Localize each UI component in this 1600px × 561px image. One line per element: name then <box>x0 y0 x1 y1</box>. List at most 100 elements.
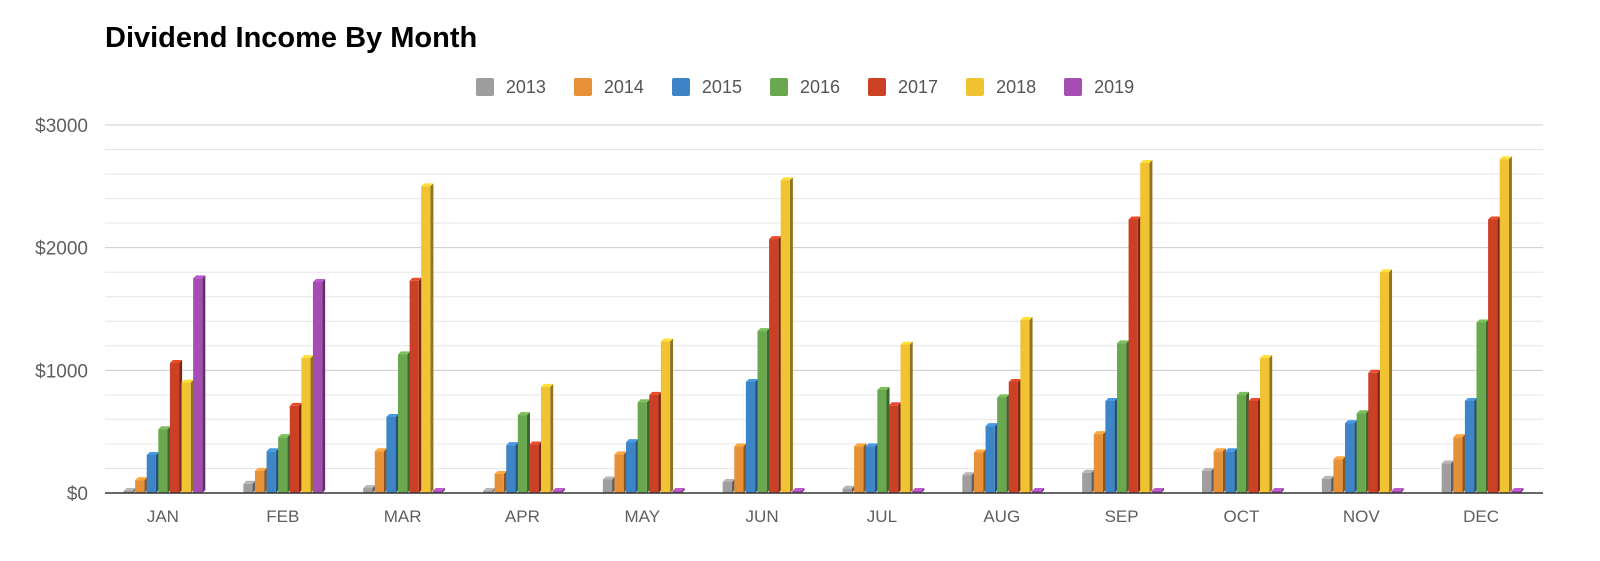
bar-top <box>135 477 148 481</box>
bar <box>135 477 148 493</box>
legend-label: 2015 <box>701 76 742 97</box>
bar-top <box>374 448 387 452</box>
bar-side <box>1006 394 1010 493</box>
bar-side <box>550 383 554 493</box>
bar-top <box>1441 460 1454 464</box>
bar-front <box>973 452 984 493</box>
bar-group-jun <box>722 177 805 493</box>
bar-front <box>1356 413 1366 493</box>
bar-top <box>997 394 1010 398</box>
bar <box>912 488 925 493</box>
bar-group-nov <box>1321 269 1404 493</box>
bar-front <box>386 416 396 493</box>
bar <box>1031 488 1045 493</box>
legend-swatch <box>769 78 788 96</box>
bar-side <box>1331 475 1335 493</box>
bar-top <box>1391 488 1404 491</box>
bar-top <box>266 448 279 452</box>
legend-item-2013: 2013 <box>475 76 546 98</box>
bar-group-oct <box>1202 355 1284 493</box>
bar <box>722 478 735 493</box>
legend-item-2019: 2019 <box>1064 77 1134 98</box>
bar-side <box>167 426 171 493</box>
bar <box>483 488 496 493</box>
x-tick-label: MAR <box>384 507 422 526</box>
bar-side <box>275 448 279 493</box>
bar-front <box>780 180 790 493</box>
bar-front <box>769 239 779 493</box>
bar <box>432 488 445 493</box>
bar-front <box>649 394 659 493</box>
bar <box>1140 160 1153 493</box>
bar-top <box>529 441 542 445</box>
bar-front <box>1333 459 1343 493</box>
bar <box>529 441 542 493</box>
bar-front <box>997 397 1007 493</box>
bar-front <box>614 454 624 493</box>
bar-side <box>395 413 399 493</box>
bar-side <box>1497 216 1501 493</box>
bar-side <box>527 412 531 493</box>
bar-top <box>181 379 194 383</box>
bar <box>1321 475 1335 493</box>
bar-front <box>1151 491 1161 493</box>
bar-side <box>1017 378 1021 493</box>
bar-side <box>1102 431 1106 493</box>
bar-front <box>483 491 493 493</box>
x-tick-label: JUL <box>867 507 897 526</box>
bar-group-dec <box>1441 156 1524 493</box>
bar-side <box>1114 398 1118 493</box>
bar <box>243 480 256 493</box>
bar-group-aug <box>962 317 1045 493</box>
bar-front <box>734 446 744 493</box>
bar-top <box>301 355 314 359</box>
bar-top <box>637 399 650 403</box>
bar-top <box>962 472 975 476</box>
bar-side <box>515 442 519 493</box>
y-tick-label: $0 <box>67 484 88 505</box>
bar-top <box>626 439 639 443</box>
bar-front <box>854 446 864 493</box>
legend-label: 2013 <box>505 76 546 97</box>
bar <box>792 488 805 493</box>
bar <box>254 467 268 493</box>
bar-side <box>1029 317 1033 493</box>
bar-top <box>854 443 867 447</box>
bar-side <box>1269 355 1273 493</box>
bar-top <box>1476 319 1489 323</box>
bar-side <box>190 379 194 493</box>
bar <box>1476 319 1489 493</box>
bar-side <box>1137 216 1141 493</box>
bar-top <box>1356 410 1369 414</box>
bar-front <box>672 491 682 493</box>
legend-label: 2019 <box>1094 76 1135 97</box>
bar-side <box>1450 460 1454 493</box>
bar <box>1368 369 1381 493</box>
bar-side <box>144 477 148 493</box>
bar-side <box>1462 434 1466 493</box>
bar-side <box>1222 448 1226 493</box>
bar-front <box>1105 401 1115 493</box>
bar-front <box>254 470 265 493</box>
bar-top <box>1333 456 1346 460</box>
bar <box>397 351 411 493</box>
bar-front <box>1128 219 1138 493</box>
bar <box>1379 269 1393 493</box>
bar-top <box>1236 391 1250 395</box>
chart-legend: 2013 2014 2015 2016 2017 2018 2019 <box>0 72 1600 102</box>
bar-top <box>888 402 902 406</box>
bar <box>1116 340 1130 493</box>
bar-top <box>877 386 890 390</box>
bar-top <box>254 467 268 471</box>
bar-side <box>623 451 627 493</box>
bar-top <box>517 412 531 416</box>
bar-front <box>1140 163 1150 493</box>
bar-side <box>407 351 411 493</box>
bar-side <box>264 467 268 493</box>
bar-top <box>780 177 793 181</box>
bar-front <box>1093 434 1103 493</box>
bar-side <box>874 443 878 493</box>
bar-front <box>193 278 203 493</box>
bar <box>517 412 531 493</box>
